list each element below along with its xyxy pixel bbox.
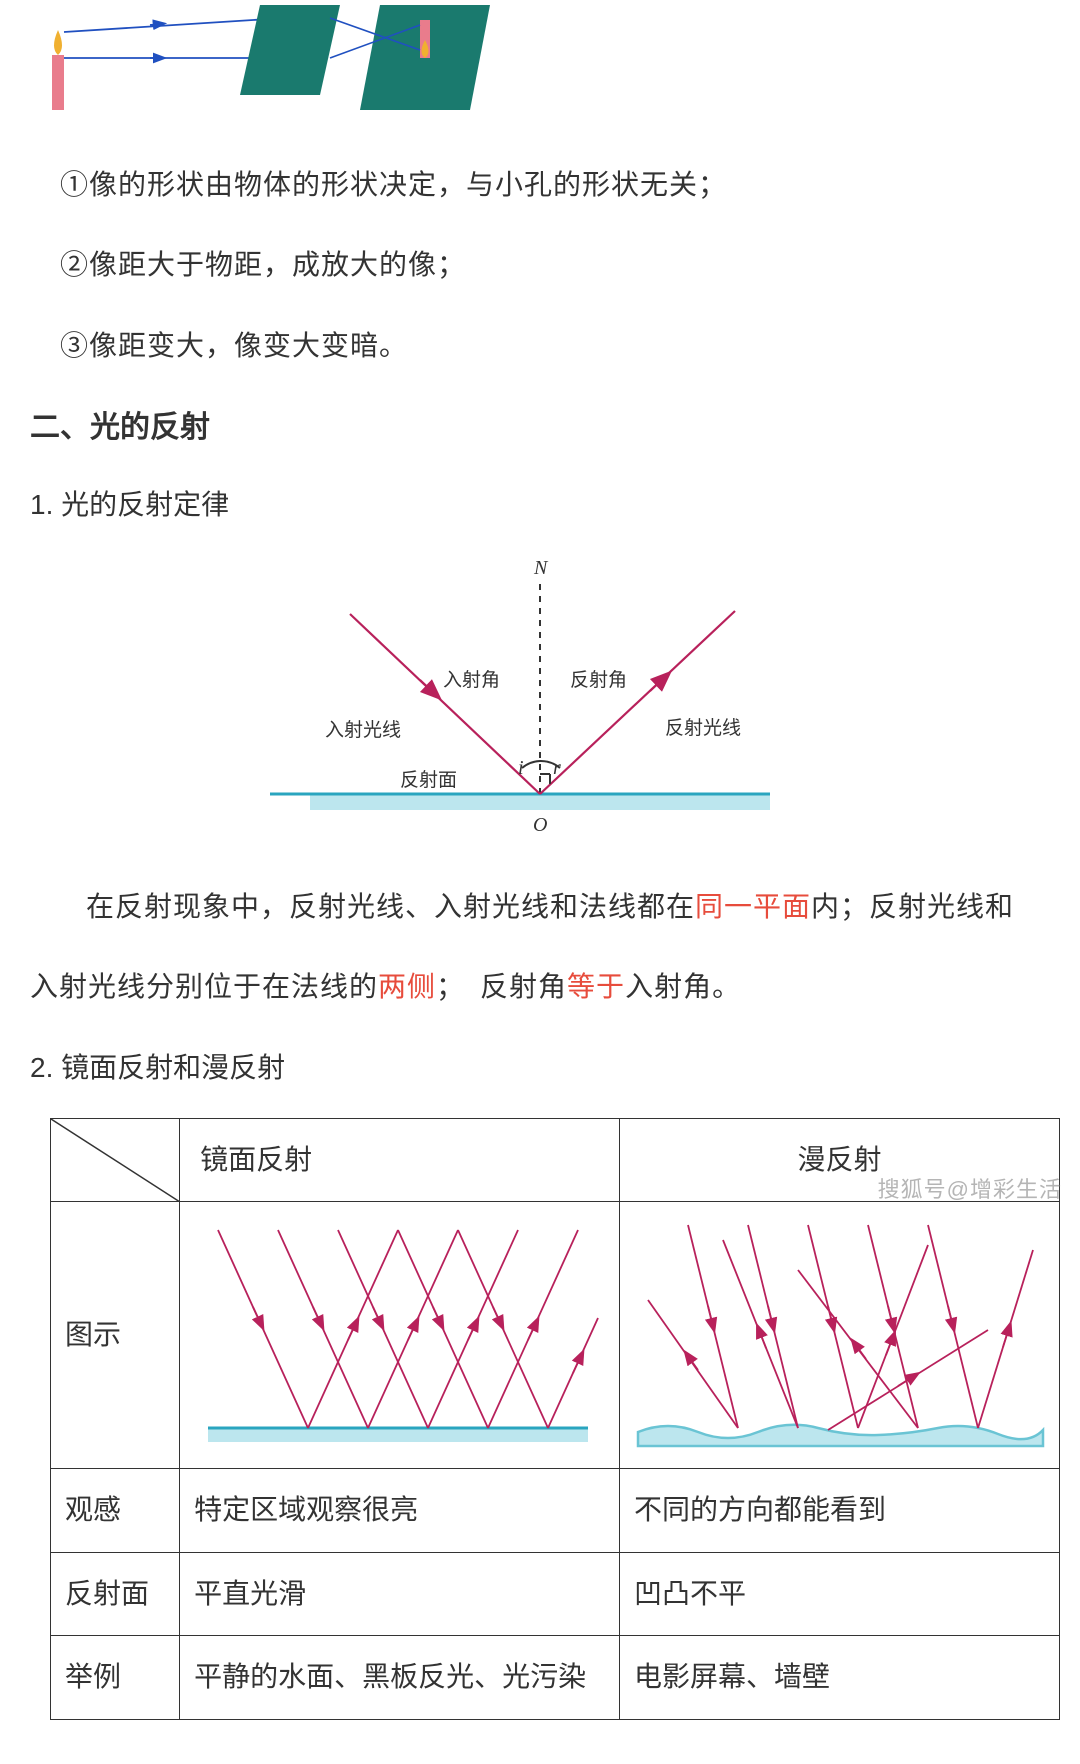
- law-line2-pre: 入射光线分别位于在法线的: [30, 971, 378, 1002]
- comparison-table: 镜面反射 漫反射 图示: [50, 1118, 1060, 1720]
- law-paragraph: 在反射现象中，反射光线、入射光线和法线都在同一平面内；反射光线和: [30, 876, 1050, 938]
- row-surface-c3: 凹凸不平: [620, 1552, 1060, 1635]
- law-line2: 入射光线分别位于在法线的两侧； 反射角等于入射角。: [30, 962, 1050, 1012]
- row-example-label: 举例: [51, 1636, 180, 1719]
- label-reflect-angle: 反射角: [570, 669, 627, 691]
- subheading-2: 2. 镜面反射和漫反射: [30, 1043, 1050, 1093]
- row-feel-c2: 特定区域观察很亮: [180, 1469, 620, 1552]
- pinhole-diagram: [30, 0, 1050, 140]
- row-feel-label: 观感: [51, 1469, 180, 1552]
- law-hl2: 两侧: [378, 971, 436, 1002]
- label-incident-ray: 入射光线: [325, 719, 401, 741]
- label-incident-angle: 入射角: [443, 669, 500, 691]
- header-specular: 镜面反射: [180, 1118, 620, 1201]
- row-example-c2: 平静的水面、黑板反光、光污染: [180, 1636, 620, 1719]
- specular-diagram: [180, 1202, 620, 1469]
- note-1: ①像的形状由物体的形状决定，与小孔的形状无关；: [60, 160, 1050, 210]
- section-heading: 二、光的反射: [30, 401, 1050, 455]
- row-surface-c2: 平直光滑: [180, 1552, 620, 1635]
- law-mid2: ； 反射角: [436, 971, 567, 1002]
- row-feel-c3: 不同的方向都能看到: [620, 1469, 1060, 1552]
- law-pre1: 在反射现象中，反射光线、入射光线和法线都在: [86, 891, 695, 922]
- header-blank: [51, 1118, 180, 1201]
- law-post2: 入射角。: [625, 971, 741, 1002]
- diffuse-diagram: [620, 1202, 1060, 1469]
- note-2: ②像距大于物距，成放大的像；: [60, 240, 1050, 290]
- law-hl3: 等于: [567, 971, 625, 1002]
- label-reflect-ray: 反射光线: [665, 717, 741, 739]
- law-hl1: 同一平面: [695, 891, 811, 922]
- row-example-c3: 电影屏幕、墙壁: [620, 1636, 1060, 1719]
- label-i: i: [518, 757, 524, 779]
- law-post1: 内；反射光线和: [811, 891, 1014, 922]
- note-3: ③像距变大，像变大变暗。: [60, 321, 1050, 371]
- label-surface: 反射面: [400, 769, 457, 791]
- label-N: N: [533, 557, 549, 579]
- label-r: r: [553, 757, 561, 779]
- label-O: O: [533, 814, 547, 836]
- reflection-law-diagram: N 入射角 反射角 入射光线 反射光线 反射面 i r O: [270, 556, 810, 846]
- row-surface-label: 反射面: [51, 1552, 180, 1635]
- subheading-1: 1. 光的反射定律: [30, 480, 1050, 530]
- row-diagram-label: 图示: [51, 1202, 180, 1469]
- header-diffuse: 漫反射: [620, 1118, 1060, 1201]
